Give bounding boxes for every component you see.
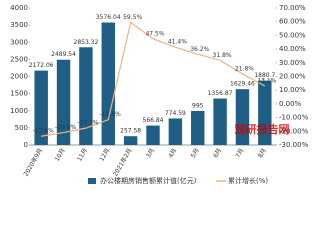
bar-label: 3576.04 [96,14,121,21]
line-label: 36.2% [190,46,209,53]
line-label: -11.5% [100,111,122,118]
y-tick-label: 3500 [10,21,28,29]
y-tick-label: 1000 [10,107,28,115]
bar [123,136,138,145]
line-label: 21.8% [235,66,254,73]
x-tick-label: 6月 [212,147,223,159]
x-tick-label: 4月 [167,147,178,159]
line-label: -23.6% [33,128,55,135]
y-tick-label: 2000 [10,73,28,81]
y-tick-label: 1500 [10,90,28,98]
bar [56,59,71,145]
y2-tick-label: 20.00% [279,73,306,81]
x-tick-label: 7月 [235,147,246,159]
x-tick-label: 2021年2月 [111,147,133,178]
bar [258,80,272,145]
legend-label: 办公楼期房销售额累计值(亿元) [100,176,197,185]
y2-tick-label: 50.00% [279,31,306,39]
bar [213,98,227,145]
bar-label: 257.58 [120,128,141,135]
line-label: -17.7% [77,120,99,127]
x-tick-label: 2020年9月 [22,147,44,178]
x-tick-label: 11月 [76,147,89,162]
legend-label: 累计增长(%) [228,176,268,185]
bar-label: 1356.87 [208,90,233,97]
line-label: 31.8% [213,52,232,59]
bar [34,70,48,145]
y2-tick-label: 60.00% [279,18,306,26]
bar [191,110,205,145]
y2-tick-label: -20.00% [279,127,309,135]
chart: 0 500 1000 1500 2000 2500 3000 3500 4000 -30.00% -… [10,4,309,185]
legend-swatch [88,178,96,184]
bar [79,47,93,145]
bar-label: 566.84 [143,117,164,124]
y-tick-label: 3000 [10,38,28,46]
bar-label: 1629.46 [230,81,255,88]
bar-label: 2172.06 [29,62,54,69]
x-tick-label: 12月 [98,147,111,162]
bar [146,125,160,145]
y-tick-label: 500 [15,124,28,132]
x-tick-label: 10月 [54,147,67,162]
line [41,21,266,137]
y2-tick-label: -10.00% [279,114,309,122]
y2-tick-label: 40.00% [279,45,306,53]
line-label: 59.5% [123,14,142,21]
bar-label: 995 [192,102,204,109]
y-tick-label: 2500 [10,55,28,63]
y2-tick-label: 10.00% [279,86,306,94]
bar-label: 774.59 [165,110,186,117]
line-label: 47.5% [145,30,164,37]
bar [235,89,250,145]
x-tick-label: 3月 [145,147,156,159]
bar-label: 1880.7 [254,72,275,79]
y-tick-label: 4000 [10,4,28,12]
line-label: 41.4% [168,39,187,46]
line-label: 13.1% [257,77,276,84]
bar-label: 2853.32 [74,39,99,46]
y-tick-label: 0 [24,141,28,149]
x-tick-label: 5月 [190,147,201,159]
bar-label: 2489.54 [51,51,76,58]
y2-tick-label: 0.00% [279,100,302,108]
bar [101,22,115,145]
bar [168,118,183,145]
y2-tick-label: 30.00% [279,59,306,67]
x-tick-label: 8月 [257,147,268,159]
y2-tick-label: 70.00% [279,4,306,12]
line-label: -20.9% [55,124,77,131]
y2-tick-label: -30.00% [279,141,309,149]
watermark: 观研报告网 [235,122,290,136]
